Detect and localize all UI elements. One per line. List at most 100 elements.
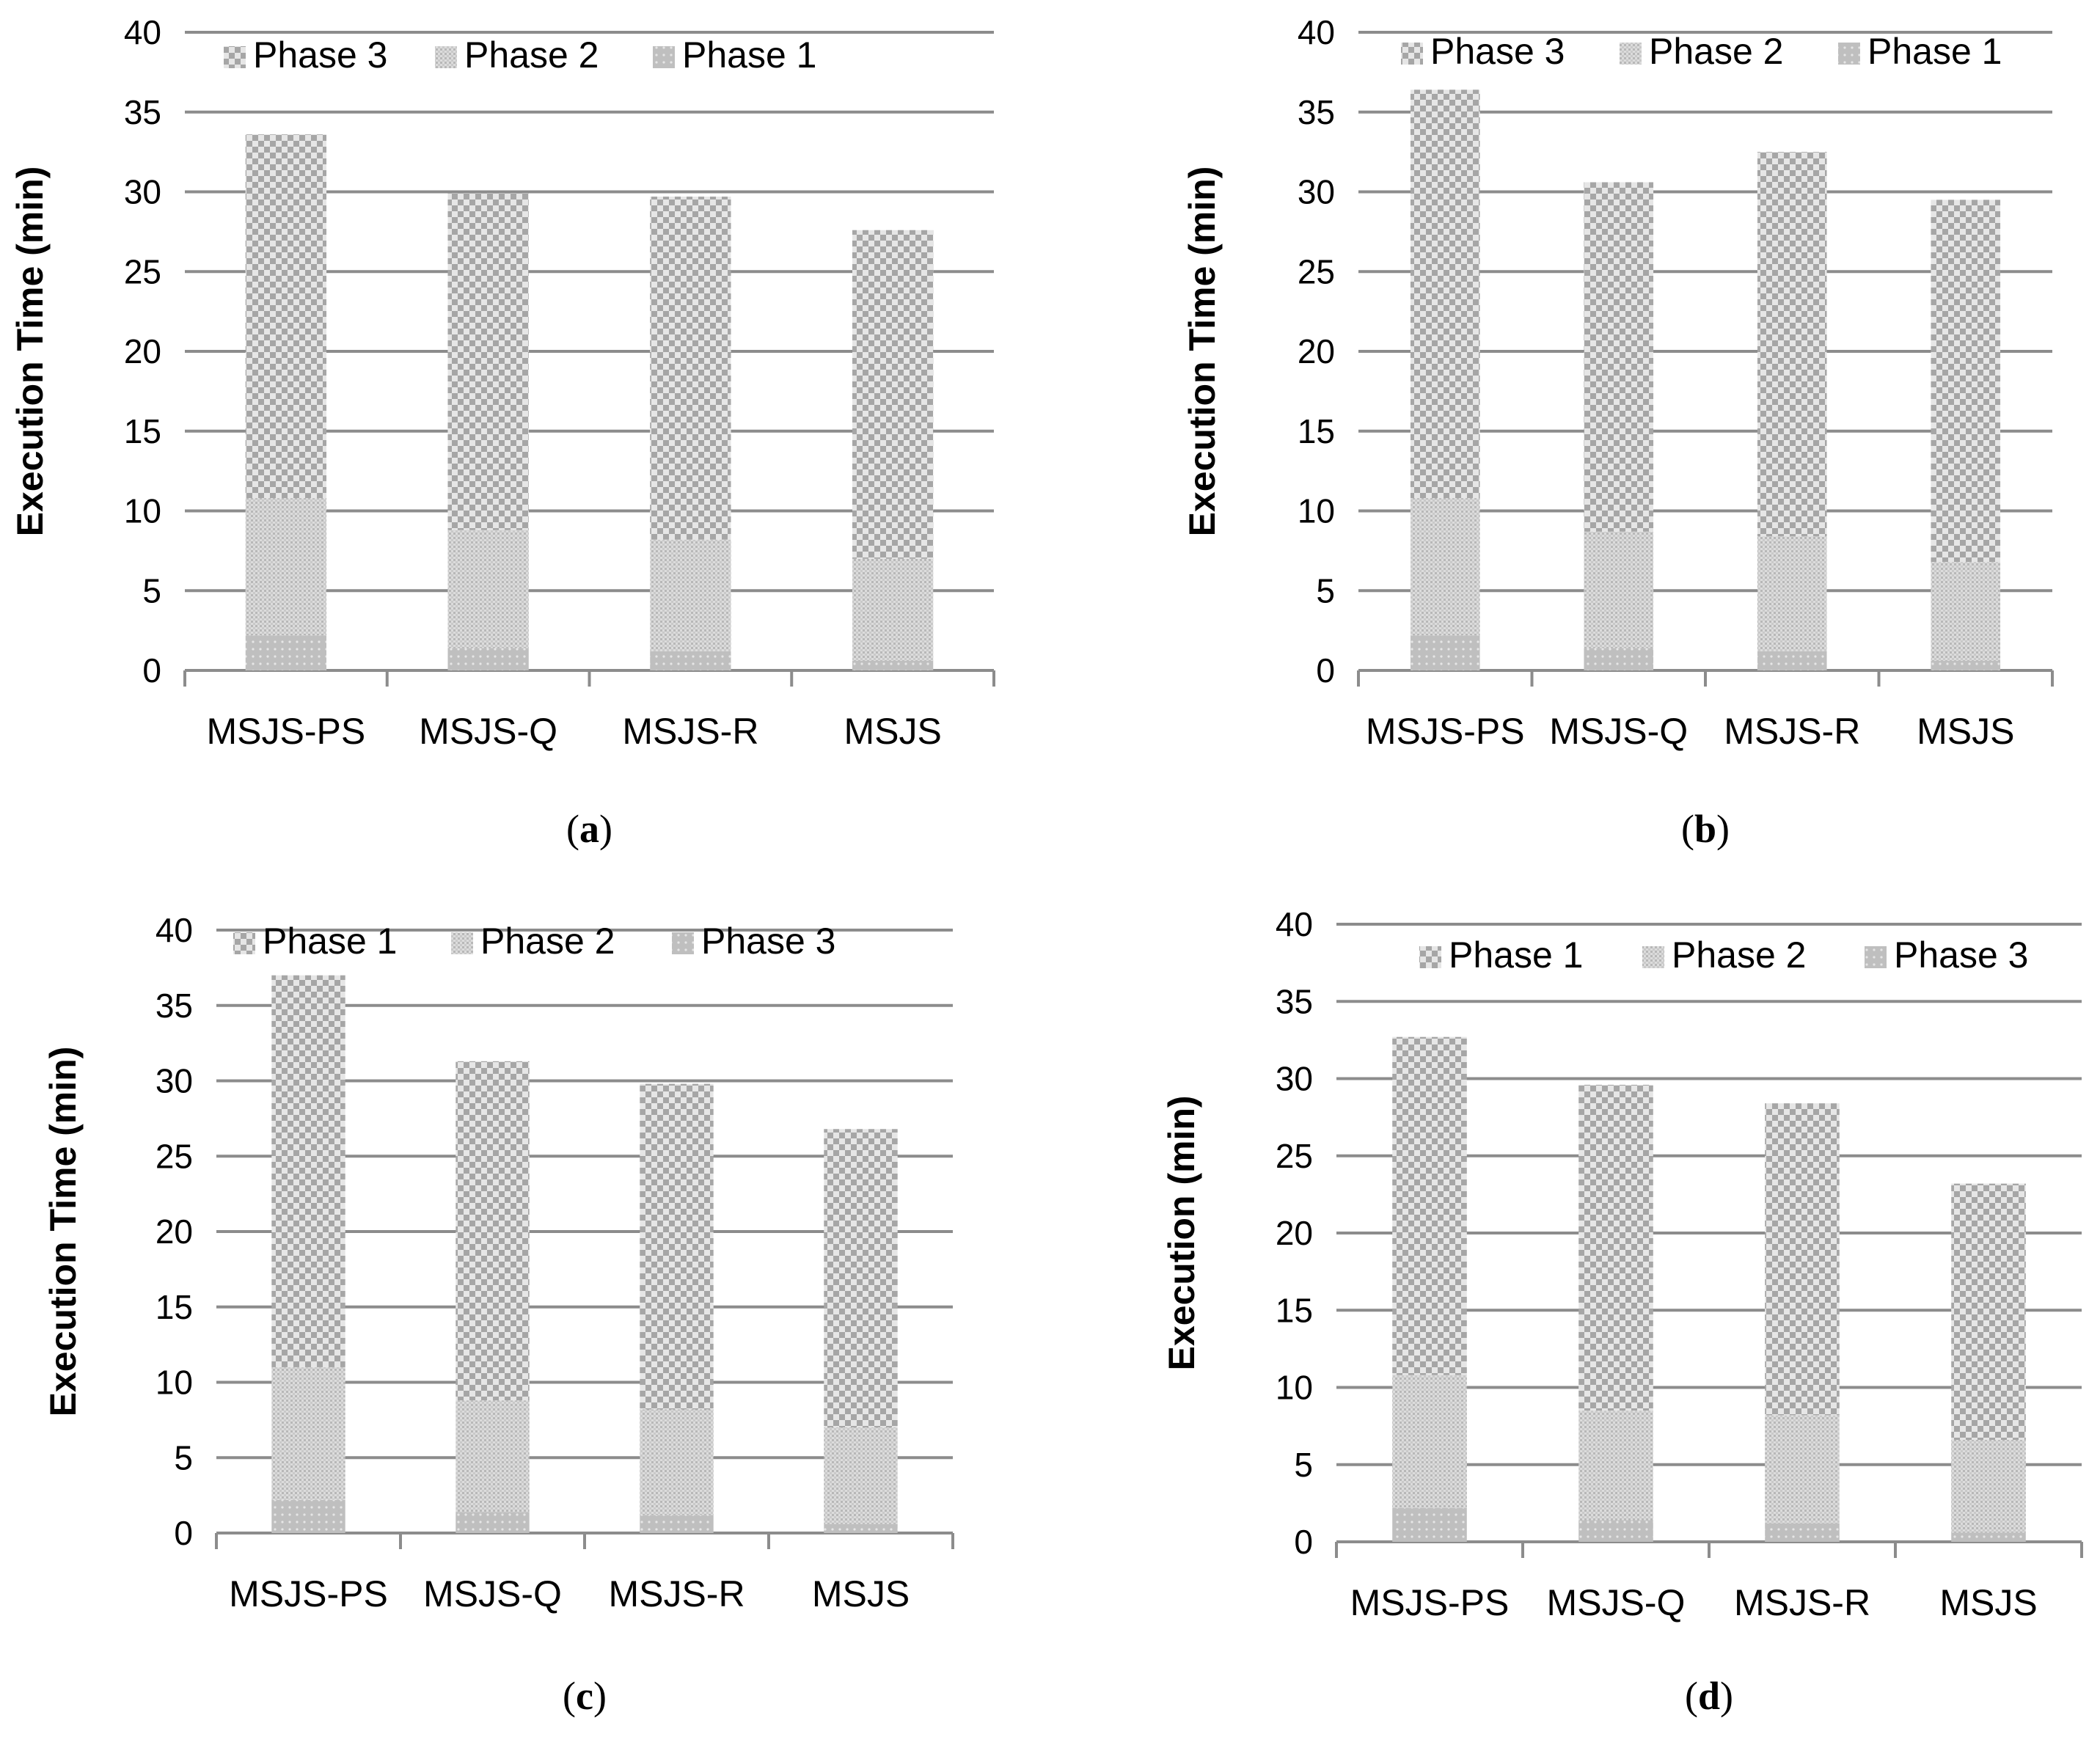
y-tick-label: 15 — [1298, 412, 1335, 450]
y-tick-label: 40 — [124, 13, 161, 51]
bar-segment-phase-3 — [640, 1515, 714, 1533]
y-tick-label: 25 — [124, 252, 161, 290]
legend-swatch — [451, 932, 473, 954]
y-tick-label: 15 — [1276, 1291, 1313, 1329]
y-tick-label: 0 — [1294, 1523, 1313, 1561]
y-tick-label: 30 — [1276, 1060, 1313, 1098]
bar-segment-phase-2 — [650, 539, 731, 651]
y-tick-label: 0 — [174, 1514, 193, 1552]
bar-segment-phase-1 — [1931, 660, 2001, 670]
bar-segment-phase-2 — [1584, 531, 1654, 648]
bar-segment-phase-2 — [245, 498, 327, 636]
legend-label: Phase 1 — [682, 34, 816, 76]
legend: Phase 1 Phase 2 Phase 3 — [233, 921, 835, 962]
bar-segment-phase-3 — [245, 134, 327, 499]
bar-segment-phase-1 — [650, 651, 731, 670]
legend-label: Phase 3 — [253, 34, 387, 76]
legend: Phase 3 Phase 2 Phase 1 — [224, 34, 816, 76]
bar-segment-phase-2 — [640, 1409, 714, 1515]
bar-segment-phase-3 — [1410, 89, 1480, 499]
bar-segment-phase-1 — [1757, 651, 1827, 670]
x-tick-label: MSJS-Q — [1547, 1582, 1686, 1623]
y-tick-label: 0 — [1316, 651, 1335, 689]
legend-label: Phase 2 — [464, 34, 599, 76]
y-tick-label: 25 — [156, 1137, 193, 1175]
bar-segment-phase-2 — [271, 1367, 345, 1500]
x-tick-label: MSJS-PS — [1366, 711, 1525, 752]
y-tick-label: 5 — [142, 571, 161, 610]
y-tick-label: 10 — [156, 1364, 193, 1402]
y-tick-label: 25 — [1298, 252, 1335, 290]
bar-segment-phase-2 — [1951, 1440, 2026, 1533]
bar-segment-phase-1 — [245, 635, 327, 670]
x-tick-label: MSJS — [1939, 1582, 2037, 1623]
y-tick-label: 40 — [1298, 13, 1335, 51]
legend-swatch — [1838, 43, 1860, 65]
bar-segment-phase-1 — [1584, 648, 1654, 670]
legend-swatch — [1620, 43, 1642, 65]
y-tick-label: 15 — [124, 412, 161, 450]
y-tick-label: 20 — [124, 332, 161, 370]
bar-segment-phase-2 — [824, 1427, 898, 1524]
panel-caption: (d) — [1685, 1674, 1733, 1718]
bar-segment-phase-1 — [824, 1129, 898, 1428]
y-axis-title: Execution Time (min) — [10, 167, 51, 537]
bar-segment-phase-2 — [1765, 1415, 1840, 1523]
y-tick-label: 10 — [124, 492, 161, 530]
bar-segment-phase-1 — [1765, 1103, 1840, 1416]
y-tick-label: 35 — [156, 987, 193, 1025]
x-tick-label: MSJS-Q — [423, 1573, 562, 1614]
bar-segment-phase-1 — [1578, 1084, 1653, 1411]
y-axis-title: Execution Time (min) — [1182, 167, 1223, 537]
bar-segment-phase-1 — [640, 1083, 714, 1410]
legend-label: Phase 2 — [1649, 31, 1783, 72]
y-tick-label: 5 — [174, 1438, 193, 1477]
y-tick-label: 20 — [1298, 332, 1335, 370]
x-tick-label: MSJS-R — [622, 711, 758, 752]
x-tick-label: MSJS-R — [1734, 1582, 1870, 1623]
chart-panel-d: 0 5 10 15 20 25 30 35 40 MSJS-PS MSJS-Q MSJS-R MSJS E… — [1161, 905, 2083, 1718]
legend-label: Phase 2 — [480, 921, 615, 962]
y-tick-label: 30 — [156, 1062, 193, 1100]
y-tick-label: 35 — [1298, 93, 1335, 131]
bar-segment-phase-1 — [456, 1061, 530, 1401]
bar-segment-phase-1 — [271, 975, 345, 1367]
legend-label: Phase 3 — [1894, 934, 2028, 976]
bar-segment-phase-2 — [447, 530, 529, 648]
bar-segment-phase-2 — [1410, 498, 1480, 636]
legend-swatch — [1865, 946, 1887, 968]
legend: Phase 3 Phase 2 Phase 1 — [1401, 31, 2002, 72]
legend-swatch — [1419, 946, 1441, 968]
bar-segment-phase-3 — [1931, 200, 2001, 563]
bar-segment-phase-2 — [1931, 562, 2001, 661]
chart-panel-b: 0 5 10 15 20 25 30 35 40 MSJS-PS MSJS-Q MSJS-R MSJS E… — [1182, 13, 2054, 851]
bar-segment-phase-1 — [1410, 635, 1480, 670]
chart-panel-c: 0 5 10 15 20 25 30 35 40 MSJS-PS MSJS-Q MSJS-R MSJS E… — [43, 911, 954, 1718]
legend-swatch — [224, 46, 246, 68]
bar-segment-phase-3 — [852, 230, 934, 559]
panel-caption-letter: c — [576, 1674, 593, 1718]
legend-label: Phase 3 — [1430, 31, 1565, 72]
panel-caption: (b) — [1681, 807, 1730, 851]
bar-segment-phase-1 — [447, 648, 529, 670]
legend-label: Phase 2 — [1672, 934, 1806, 976]
bar-segment-phase-3 — [1765, 1523, 1840, 1542]
x-tick-label: MSJS-PS — [207, 711, 366, 752]
legend-swatch — [672, 932, 694, 954]
panel-caption-letter: b — [1694, 807, 1716, 851]
y-tick-label: 20 — [156, 1212, 193, 1251]
y-axis-title: Execution Time (min) — [43, 1047, 84, 1417]
y-tick-label: 0 — [142, 651, 161, 689]
legend-swatch — [435, 46, 457, 68]
bar-segment-phase-3 — [1951, 1532, 2026, 1542]
y-tick-label: 35 — [124, 93, 161, 131]
x-tick-label: MSJS-PS — [229, 1573, 388, 1614]
legend-label: Phase 1 — [1449, 934, 1583, 976]
bar-segment-phase-2 — [1392, 1375, 1467, 1508]
bar-segment-phase-2 — [1578, 1411, 1653, 1521]
legend-swatch — [233, 932, 255, 954]
y-tick-label: 5 — [1294, 1446, 1313, 1484]
bar-segment-phase-3 — [447, 193, 529, 530]
bar-segment-phase-3 — [824, 1523, 898, 1533]
y-tick-label: 25 — [1276, 1137, 1313, 1175]
